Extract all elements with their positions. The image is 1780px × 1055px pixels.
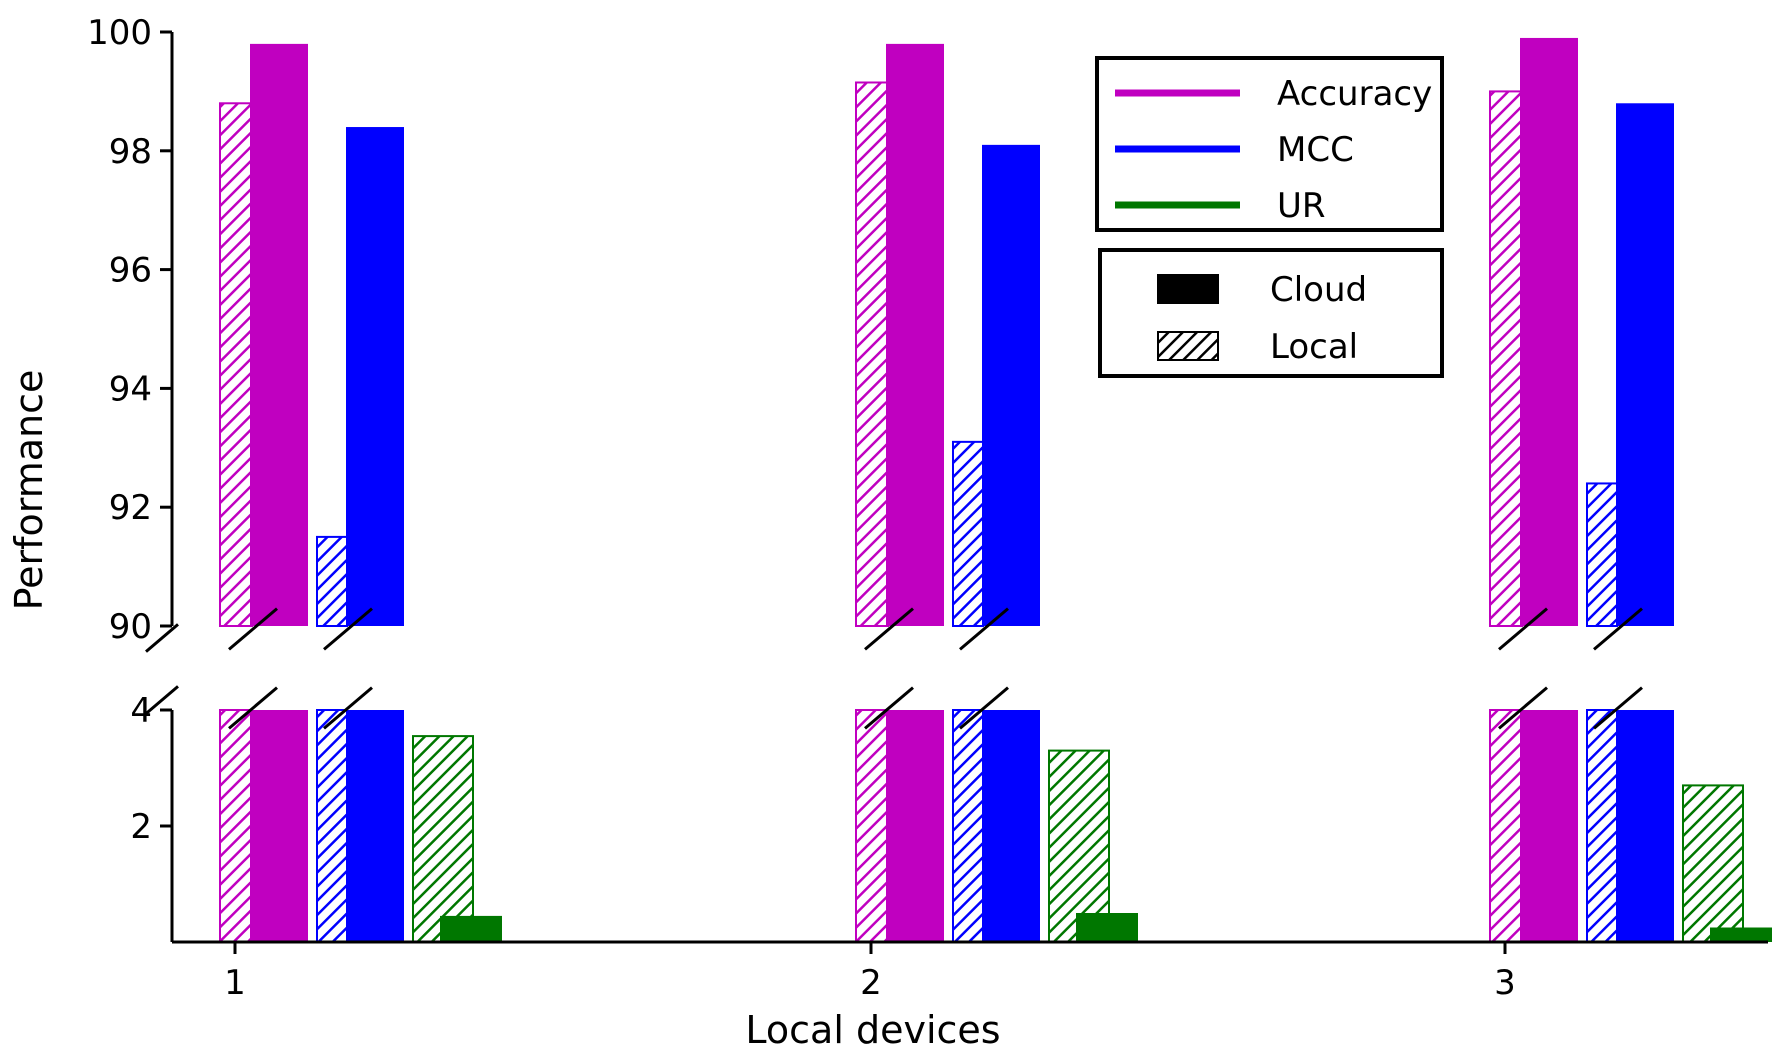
bar-ur-local-3 <box>1682 784 1744 944</box>
y-tick-label: 4 <box>130 691 152 731</box>
y-tick-label: 98 <box>109 132 152 172</box>
x-tick-label: 3 <box>1494 963 1516 1003</box>
legend-swatch-cloud <box>1157 274 1219 304</box>
legend-label-ur: UR <box>1277 186 1326 226</box>
y-tick-label: 100 <box>87 13 152 53</box>
bar-accuracy-cloud-2 <box>886 43 944 626</box>
bar-ur-local-2 <box>1048 749 1110 943</box>
legend-metrics-frame <box>1095 56 1444 232</box>
x-axis-label: Local devices <box>745 1008 1000 1052</box>
axis-break-marks <box>145 607 1643 730</box>
break-mark <box>1498 607 1548 651</box>
bar-mcc-local-1 <box>316 535 348 628</box>
break-mark <box>323 607 373 651</box>
break-mark <box>145 685 179 715</box>
legend-label-cloud: Cloud <box>1270 270 1367 310</box>
y-axis-label: Performance <box>7 370 51 611</box>
bar-ur-cloud-1 <box>440 915 502 942</box>
legend-metrics: Accuracy MCC UR <box>1095 56 1444 232</box>
legend-label-mcc: MCC <box>1277 130 1354 170</box>
bar-mcc-local-2-lower <box>952 709 984 943</box>
bar-mcc-cloud-3-lower <box>1616 710 1674 942</box>
bars-layer <box>219 37 1772 944</box>
bar-ur-cloud-3 <box>1710 927 1772 942</box>
y-tick-label: 92 <box>109 488 152 528</box>
bar-mcc-cloud-1 <box>346 127 404 626</box>
bar-accuracy-cloud-3-lower <box>1520 710 1578 942</box>
bar-ur-local-1 <box>412 735 474 943</box>
bar-mcc-local-3-lower <box>1586 709 1618 943</box>
bar-accuracy-local-3-lower <box>1489 709 1523 943</box>
break-mark <box>323 686 373 730</box>
bar-accuracy-local-1 <box>219 102 253 627</box>
break-mark <box>228 607 278 651</box>
bar-accuracy-local-2 <box>855 81 889 628</box>
break-mark <box>1593 607 1643 651</box>
bar-accuracy-cloud-3 <box>1520 37 1578 626</box>
break-mark <box>145 623 179 653</box>
break-mark <box>864 686 914 730</box>
y-tick-label: 96 <box>109 251 152 291</box>
bar-accuracy-cloud-2-lower <box>886 710 944 942</box>
break-mark <box>959 607 1009 651</box>
break-mark <box>228 686 278 730</box>
y-tick-label: 90 <box>109 607 152 647</box>
legend-label-local: Local <box>1270 327 1358 367</box>
bar-accuracy-local-1-lower <box>219 709 253 943</box>
x-tick-label: 2 <box>860 963 882 1003</box>
break-mark <box>1593 686 1643 730</box>
axes-layer: 90 92 94 96 98 100 2 4 1 2 3 <box>87 13 1768 1003</box>
bar-mcc-cloud-3 <box>1616 103 1674 626</box>
legend-swatch-local <box>1157 331 1219 361</box>
legend-label-accuracy: Accuracy <box>1277 74 1432 114</box>
y-tick-label: 2 <box>130 807 152 847</box>
break-mark <box>959 686 1009 730</box>
legend-settings: Cloud Local <box>1098 248 1444 378</box>
bar-ur-cloud-2 <box>1076 913 1138 942</box>
break-mark <box>864 607 914 651</box>
bar-mcc-local-2 <box>952 440 984 627</box>
bar-mcc-cloud-2 <box>982 144 1040 627</box>
bar-mcc-local-1-lower <box>316 709 348 943</box>
bar-mcc-local-3 <box>1586 482 1618 627</box>
break-mark <box>1498 686 1548 730</box>
bar-mcc-cloud-1-lower <box>346 710 404 942</box>
x-tick-label: 1 <box>224 963 246 1003</box>
y-tick-label: 94 <box>109 369 152 409</box>
bar-accuracy-cloud-1 <box>250 43 308 626</box>
bar-accuracy-local-2-lower <box>855 709 889 943</box>
bar-mcc-cloud-2-lower <box>982 710 1040 942</box>
bar-accuracy-local-3 <box>1489 90 1523 627</box>
bar-accuracy-cloud-1-lower <box>250 710 308 942</box>
